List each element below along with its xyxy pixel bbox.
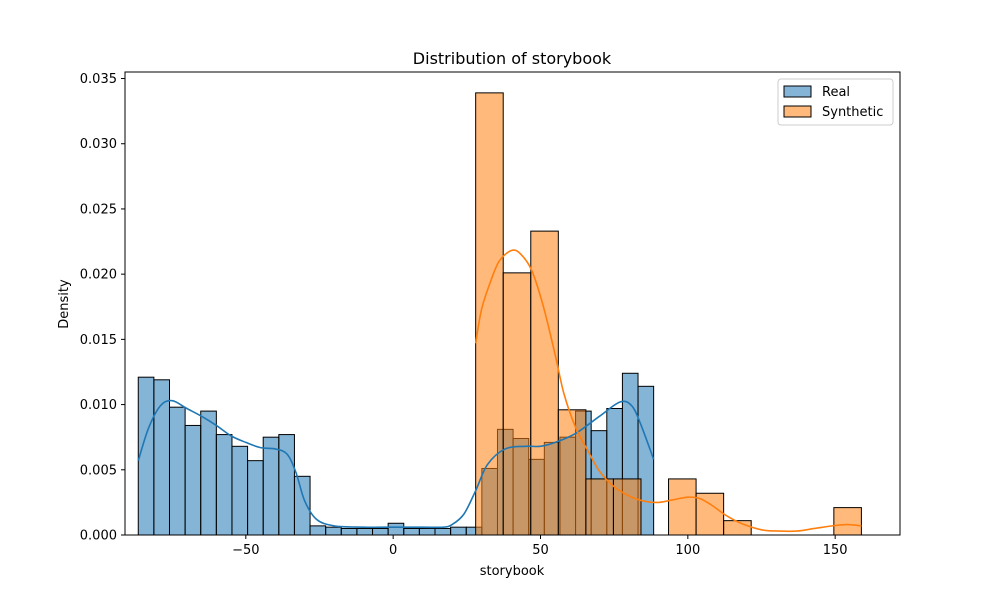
y-tick-label: 0.005 (80, 463, 117, 478)
bar-real (309, 525, 327, 536)
bar-real (153, 379, 170, 536)
bar-synthetic (723, 520, 752, 536)
x-tick-label: 150 (823, 543, 848, 558)
x-axis-label: storybook (480, 564, 545, 579)
bar-real (418, 527, 436, 536)
legend: Real Synthetic (777, 78, 894, 126)
bar-real (387, 522, 405, 536)
bar-real (403, 527, 420, 536)
bar-real (137, 376, 155, 536)
bar-real (372, 527, 389, 536)
kde-line-real (137, 399, 655, 529)
bar-real (215, 434, 233, 536)
bar-real (168, 406, 186, 536)
bar-real (200, 410, 217, 536)
bar-real (247, 460, 264, 536)
y-axis-label: Density (57, 279, 72, 329)
bar-real (325, 526, 342, 536)
y-tick-label: 0.000 (80, 529, 117, 544)
legend-label-synthetic: Synthetic (822, 105, 883, 120)
bar-real (262, 436, 280, 536)
bars-synthetic (475, 92, 862, 536)
y-tick-label: 0.025 (80, 202, 117, 217)
legend-swatch-synthetic (783, 105, 812, 118)
x-tick-label: 50 (532, 543, 549, 558)
x-tick-label: 100 (675, 543, 700, 558)
y-tick-label: 0.035 (80, 72, 117, 87)
x-tick-label: 0 (389, 543, 397, 558)
bar-real (184, 424, 202, 536)
y-tick-label: 0.020 (80, 268, 117, 283)
bar-synthetic (502, 272, 532, 536)
axes-frame (124, 71, 901, 536)
y-tick-label: 0.015 (80, 333, 117, 348)
y-tick-label: 0.030 (80, 137, 117, 152)
bar-synthetic (585, 478, 614, 536)
bar-real (340, 527, 358, 536)
bar-real (434, 527, 452, 536)
chart-title: Distribution of storybook (413, 49, 612, 68)
bar-synthetic (668, 478, 697, 536)
bar-synthetic (612, 478, 642, 536)
bar-real (231, 445, 249, 536)
y-tick-label: 0.010 (80, 398, 117, 413)
bar-real (450, 526, 467, 536)
x-tick-label: −50 (232, 543, 259, 558)
bar-real (356, 527, 374, 536)
legend-swatch-real (783, 85, 812, 98)
legend-label-real: Real (822, 85, 850, 100)
plot-area: −50 0 50 100 150 0.000 0.005 0.010 0.015 0.020 0.0… (80, 71, 901, 558)
bar-synthetic (833, 507, 862, 536)
kde-line-synthetic (474, 249, 862, 533)
